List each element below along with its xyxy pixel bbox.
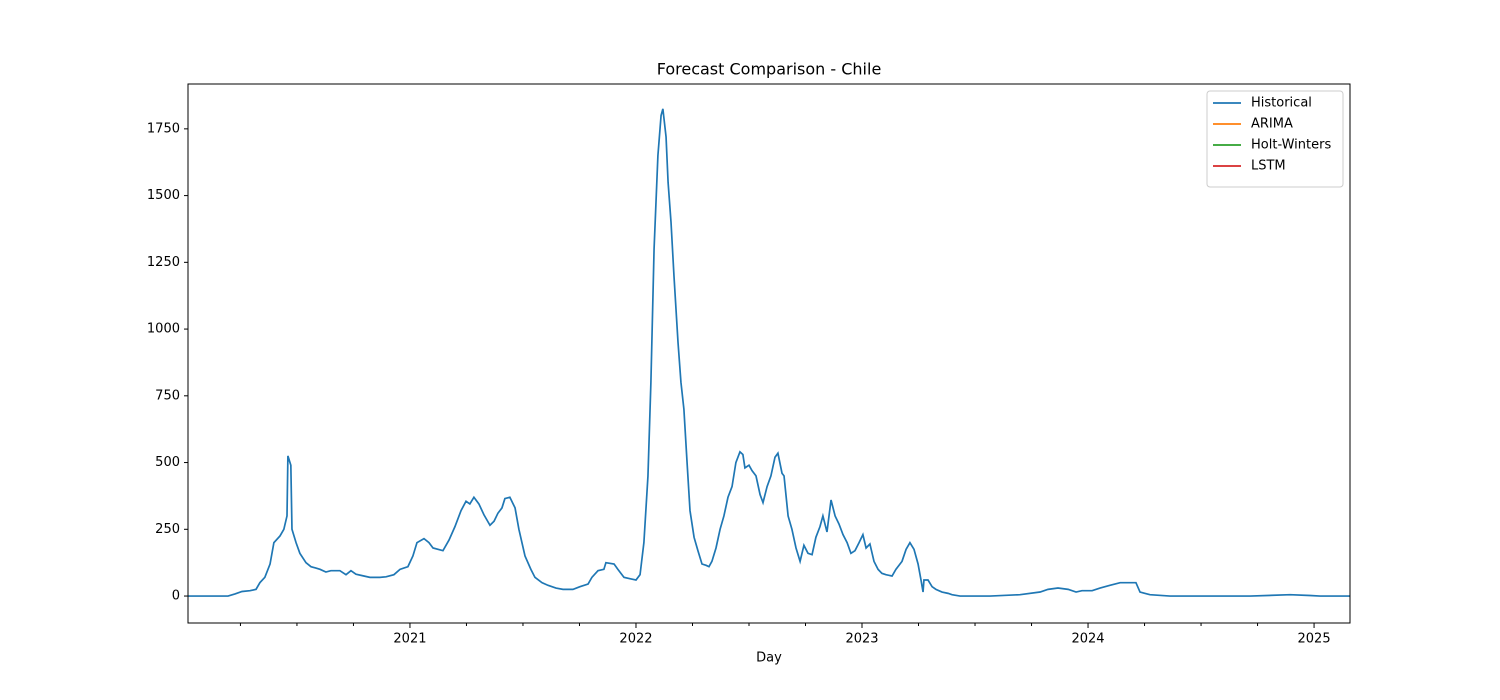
y-tick-label: 1250 — [147, 255, 180, 270]
x-axis-label: Day — [756, 651, 782, 666]
y-tick-label: 1500 — [147, 188, 180, 203]
y-tick-label: 500 — [155, 455, 180, 470]
x-tick-label: 2025 — [1298, 632, 1331, 647]
y-tick-label: 250 — [155, 522, 180, 537]
x-tick-label: 2024 — [1071, 632, 1104, 647]
legend-label: Holt-Winters — [1251, 138, 1331, 153]
plot-frame — [187, 83, 1351, 624]
x-tick-label: 2021 — [393, 632, 426, 647]
chart-title: Forecast Comparison - Chile — [657, 60, 882, 79]
legend-label: Historical — [1251, 96, 1312, 111]
legend-label: LSTM — [1251, 159, 1286, 174]
x-tick-label: 2023 — [845, 632, 878, 647]
y-tick-label: 0 — [172, 589, 180, 604]
series-line — [188, 108, 1350, 597]
y-tick-label: 1750 — [147, 121, 180, 136]
legend-label: ARIMA — [1251, 117, 1293, 132]
legend-box — [1206, 90, 1344, 188]
y-tick-label: 1000 — [147, 322, 180, 337]
x-tick-label: 2022 — [619, 632, 652, 647]
y-tick-label: 750 — [155, 388, 180, 403]
